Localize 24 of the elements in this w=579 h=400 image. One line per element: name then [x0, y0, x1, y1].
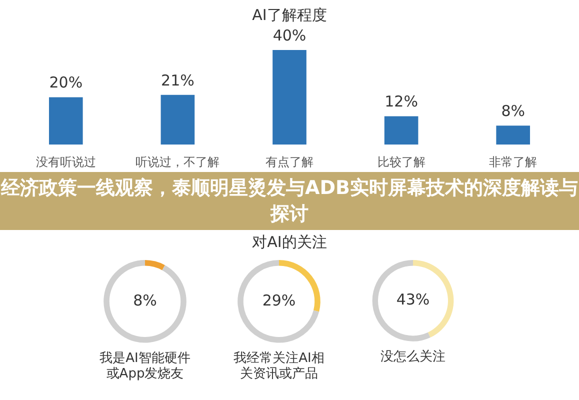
x-tick-label: 没有听说过 — [36, 154, 96, 169]
bar — [272, 50, 306, 145]
data-label: 40% — [272, 26, 306, 44]
data-label: 21% — [161, 71, 194, 90]
data-label: 8% — [501, 102, 525, 120]
data-label: 20% — [49, 74, 83, 92]
x-tick-label: 比较了解 — [377, 154, 426, 169]
text: 我经常关注AI相关资讯或产品 — [234, 350, 324, 382]
text: 经济政策一线观察，泰顺明星烫发与ADB实时屏幕技术的深度解读与探讨 — [0, 172, 579, 230]
bar — [496, 126, 530, 145]
text: 我是AI智能硬件或App发烧友 — [100, 350, 190, 382]
text: 没怎么关注 — [380, 350, 446, 365]
data-label: 29% — [262, 291, 296, 310]
data-label: 12% — [384, 92, 418, 111]
data-label: 8% — [133, 291, 157, 310]
chart-title: AI了解程度 — [251, 6, 328, 25]
x-tick-label: 有点了解 — [266, 154, 314, 169]
bar — [384, 116, 418, 145]
bar — [48, 97, 83, 145]
data-label: 43% — [396, 290, 430, 309]
x-tick-label: 非常了解 — [489, 154, 538, 169]
text: 对AI的关注 — [251, 233, 328, 252]
x-tick-label: 听说过，不了解 — [136, 154, 220, 169]
bar — [160, 94, 195, 145]
